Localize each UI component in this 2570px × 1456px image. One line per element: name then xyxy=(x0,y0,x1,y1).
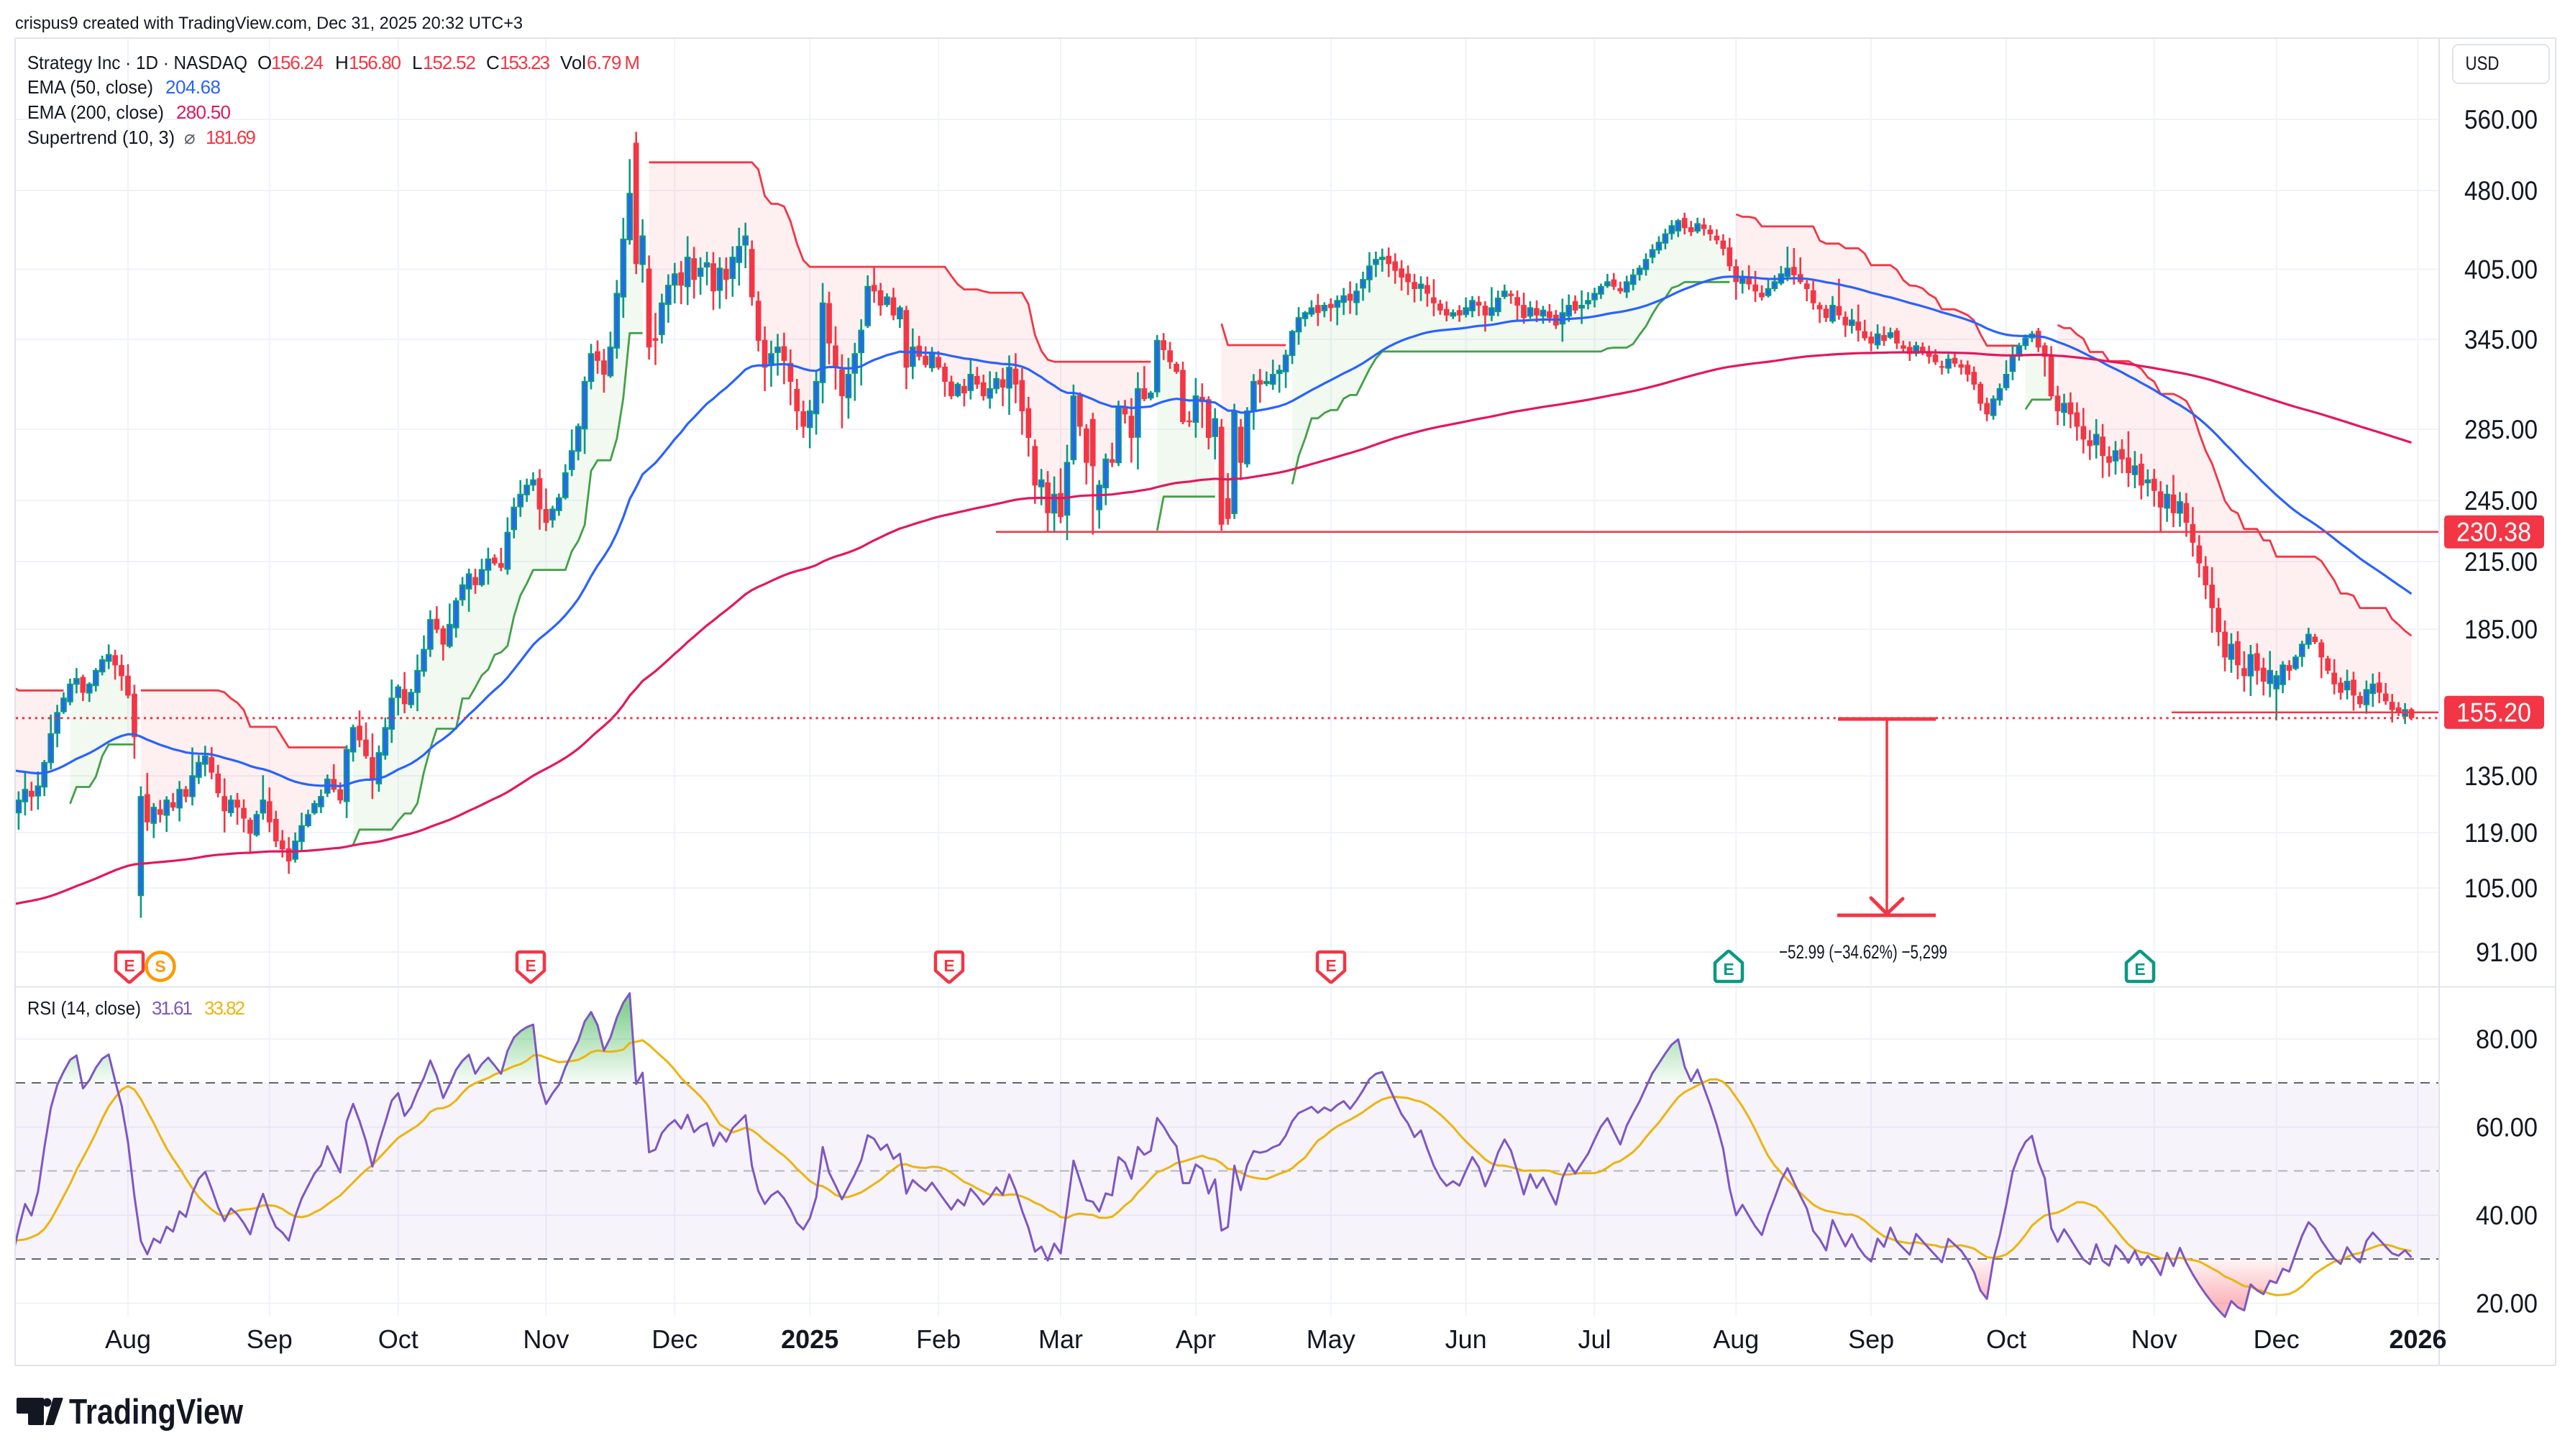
svg-text:345.00: 345.00 xyxy=(2464,325,2538,354)
svg-text:80.00: 80.00 xyxy=(2476,1025,2538,1054)
svg-text:Oct: Oct xyxy=(1986,1324,2026,1354)
svg-text:Jul: Jul xyxy=(1578,1324,1611,1354)
svg-text:E: E xyxy=(525,956,536,975)
svg-text:USD: USD xyxy=(2466,52,2500,74)
svg-text:245.00: 245.00 xyxy=(2464,486,2538,516)
svg-text:Supertrend (10, 3)⌀181.69: Supertrend (10, 3) ⌀ 181.69 xyxy=(27,127,256,148)
svg-text:E: E xyxy=(1325,956,1336,975)
svg-text:Oct: Oct xyxy=(378,1324,419,1354)
svg-text:May: May xyxy=(1307,1324,1355,1354)
svg-text:Jun: Jun xyxy=(1445,1324,1487,1354)
svg-text:105.00: 105.00 xyxy=(2464,874,2538,903)
svg-text:155.20: 155.20 xyxy=(2456,698,2531,728)
svg-text:Sep: Sep xyxy=(247,1324,293,1354)
svg-text:91.00: 91.00 xyxy=(2476,938,2538,967)
svg-text:Dec: Dec xyxy=(651,1324,698,1354)
svg-text:Dec: Dec xyxy=(2254,1324,2300,1354)
svg-text:285.00: 285.00 xyxy=(2464,415,2538,444)
svg-text:230.38: 230.38 xyxy=(2456,518,2531,547)
svg-text:405.00: 405.00 xyxy=(2464,255,2538,285)
svg-text:215.00: 215.00 xyxy=(2464,547,2538,577)
svg-text:crispus9 created with TradingV: crispus9 created with TradingView.com, D… xyxy=(15,14,523,33)
svg-text:20.00: 20.00 xyxy=(2476,1289,2538,1319)
svg-text:135.00: 135.00 xyxy=(2464,761,2538,791)
svg-text:60.00: 60.00 xyxy=(2476,1113,2538,1143)
svg-text:Mar: Mar xyxy=(1038,1324,1083,1354)
svg-text:40.00: 40.00 xyxy=(2476,1201,2538,1230)
svg-text:560.00: 560.00 xyxy=(2464,105,2538,134)
svg-text:E: E xyxy=(1723,960,1734,979)
svg-text:E: E xyxy=(943,956,954,975)
svg-text:E: E xyxy=(124,956,134,975)
svg-text:Apr: Apr xyxy=(1176,1324,1216,1354)
svg-text:119.00: 119.00 xyxy=(2464,818,2538,848)
svg-text:EMA (50, close)204.68: EMA (50, close) 204.68 xyxy=(27,76,221,98)
svg-text:E: E xyxy=(2134,960,2145,979)
svg-text:TradingView: TradingView xyxy=(69,1393,244,1432)
svg-text:EMA (200, close)280.50: EMA (200, close) 280.50 xyxy=(27,101,231,123)
svg-text:−52.99 (−34.62%) −5,299: −52.99 (−34.62%) −5,299 xyxy=(1779,941,1947,963)
svg-text:Nov: Nov xyxy=(2131,1324,2177,1354)
svg-text:Aug: Aug xyxy=(1713,1324,1759,1354)
svg-text:2026: 2026 xyxy=(2389,1324,2446,1354)
svg-text:480.00: 480.00 xyxy=(2464,176,2538,206)
svg-text:Aug: Aug xyxy=(105,1324,151,1354)
svg-text:2025: 2025 xyxy=(781,1324,838,1354)
svg-text:Sep: Sep xyxy=(1848,1324,1894,1354)
svg-text:Feb: Feb xyxy=(916,1324,961,1354)
svg-text:S: S xyxy=(155,957,165,976)
svg-text:185.00: 185.00 xyxy=(2464,615,2538,644)
svg-text:Nov: Nov xyxy=(523,1324,569,1354)
